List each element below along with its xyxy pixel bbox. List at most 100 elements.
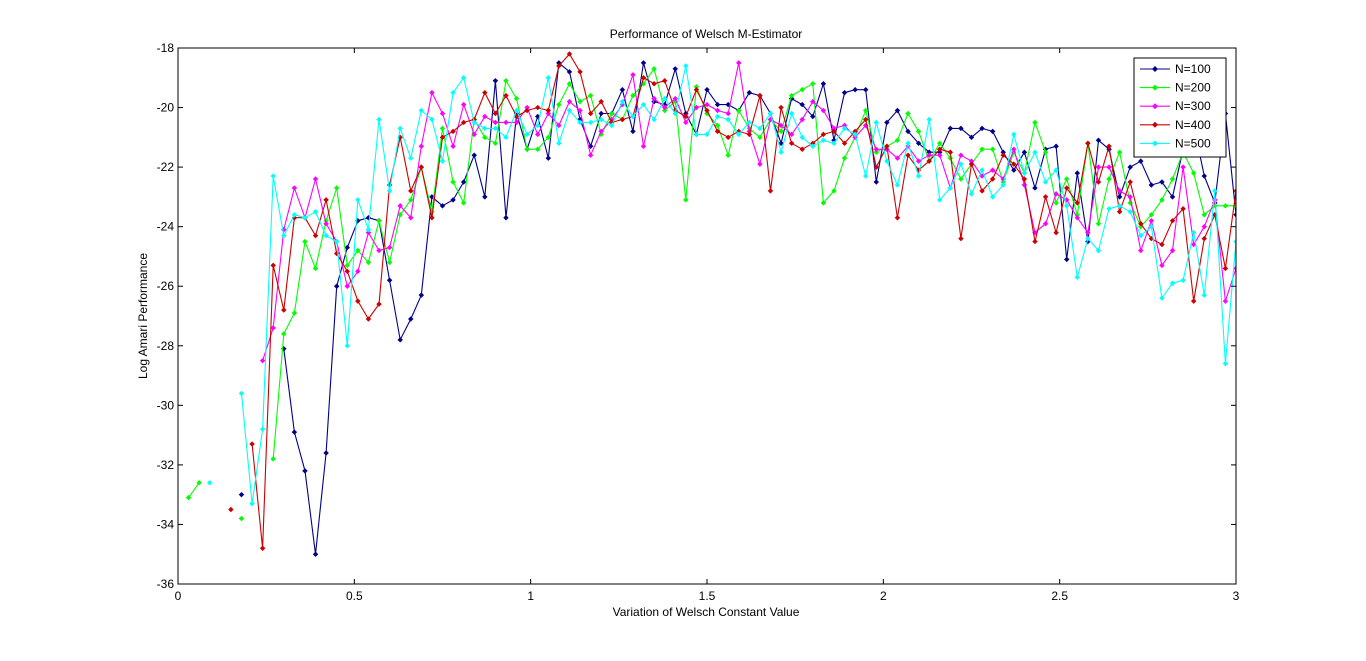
data-point bbox=[915, 173, 922, 179]
data-point bbox=[958, 125, 964, 132]
chart-title: Performance of Welsch M-Estimator bbox=[610, 27, 803, 41]
legend-label: N=400 bbox=[1175, 118, 1211, 132]
data-point bbox=[841, 155, 848, 161]
data-point bbox=[619, 116, 626, 123]
data-point bbox=[312, 265, 319, 272]
data-point bbox=[408, 316, 414, 322]
data-point bbox=[281, 232, 287, 239]
legend-label: N=500 bbox=[1175, 136, 1211, 150]
data-point bbox=[1169, 176, 1176, 182]
data-point bbox=[323, 450, 329, 456]
data-point bbox=[524, 131, 530, 138]
data-point bbox=[312, 551, 319, 557]
series-n-400 bbox=[228, 51, 1236, 551]
data-point bbox=[1053, 229, 1059, 236]
data-point bbox=[238, 491, 245, 498]
data-point bbox=[1021, 170, 1028, 176]
data-point bbox=[672, 66, 678, 72]
data-point bbox=[820, 137, 827, 144]
y-tick-label: -32 bbox=[157, 458, 175, 472]
data-point bbox=[947, 155, 954, 161]
data-point bbox=[408, 155, 414, 161]
legend-swatch-marker bbox=[1151, 103, 1159, 110]
data-point bbox=[1127, 194, 1133, 200]
data-point bbox=[323, 197, 329, 203]
data-point bbox=[915, 158, 922, 164]
data-point bbox=[651, 66, 657, 72]
data-point bbox=[788, 131, 795, 138]
data-point bbox=[566, 51, 573, 57]
data-point bbox=[609, 110, 615, 117]
data-point bbox=[503, 134, 509, 141]
data-point bbox=[1085, 229, 1091, 236]
legend-label: N=200 bbox=[1175, 81, 1211, 95]
data-point bbox=[736, 60, 742, 66]
data-point bbox=[714, 122, 721, 129]
data-point bbox=[778, 122, 784, 129]
data-point bbox=[355, 268, 361, 275]
data-point bbox=[894, 215, 901, 221]
legend-swatch-marker bbox=[1151, 140, 1159, 147]
data-point bbox=[651, 116, 657, 123]
data-point bbox=[1169, 280, 1176, 286]
data-point bbox=[249, 441, 255, 447]
data-point bbox=[1053, 200, 1059, 206]
data-point bbox=[270, 456, 276, 462]
data-point bbox=[598, 110, 604, 117]
data-point bbox=[788, 92, 795, 99]
data-point bbox=[450, 89, 456, 96]
data-point bbox=[460, 200, 467, 206]
data-point bbox=[799, 116, 805, 123]
data-point bbox=[524, 107, 530, 114]
data-point bbox=[1201, 235, 1207, 242]
data-point bbox=[418, 143, 425, 149]
data-point bbox=[905, 143, 911, 149]
data-point bbox=[238, 390, 245, 397]
data-point bbox=[291, 185, 298, 191]
data-point bbox=[587, 143, 594, 149]
data-point bbox=[408, 215, 414, 221]
data-point bbox=[386, 188, 393, 194]
data-point bbox=[312, 176, 319, 182]
data-point bbox=[323, 220, 329, 227]
data-point bbox=[1127, 164, 1133, 170]
data-point bbox=[259, 545, 266, 551]
data-point bbox=[630, 72, 636, 78]
data-point bbox=[778, 149, 784, 155]
data-point bbox=[1106, 143, 1112, 149]
data-point bbox=[1074, 170, 1081, 176]
data-point bbox=[1042, 179, 1049, 185]
data-point bbox=[1032, 149, 1038, 155]
data-point bbox=[439, 134, 446, 141]
data-point bbox=[693, 131, 700, 138]
x-tick-label: 2.5 bbox=[1051, 589, 1068, 603]
data-point bbox=[556, 122, 562, 129]
data-point bbox=[333, 185, 340, 191]
y-tick-label: -24 bbox=[157, 220, 175, 234]
data-point bbox=[1021, 149, 1028, 155]
data-point bbox=[534, 104, 541, 111]
data-point bbox=[725, 134, 731, 141]
data-point bbox=[1201, 212, 1207, 218]
data-point bbox=[714, 101, 721, 108]
data-point bbox=[534, 131, 541, 138]
data-point bbox=[1074, 200, 1081, 206]
data-point bbox=[672, 95, 678, 102]
data-point bbox=[1063, 256, 1070, 263]
data-point bbox=[1159, 197, 1165, 203]
data-point bbox=[683, 63, 689, 69]
data-point bbox=[1053, 167, 1059, 173]
data-point bbox=[661, 78, 668, 84]
data-point bbox=[937, 146, 943, 152]
data-point bbox=[1138, 232, 1144, 239]
data-point bbox=[344, 268, 351, 275]
data-point bbox=[661, 104, 668, 111]
y-tick-label: -22 bbox=[157, 160, 175, 174]
data-point bbox=[852, 86, 858, 93]
series-line bbox=[251, 53, 1236, 549]
data-point bbox=[534, 113, 541, 120]
data-point bbox=[492, 140, 499, 147]
data-point bbox=[291, 310, 298, 316]
data-point bbox=[979, 188, 985, 194]
data-point bbox=[429, 89, 435, 96]
